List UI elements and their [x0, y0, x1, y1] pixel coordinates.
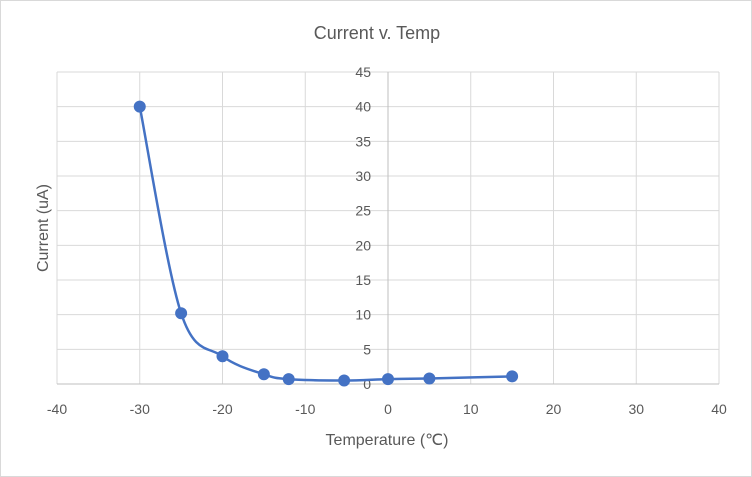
series-current — [133, 100, 519, 387]
y-tick-label: 0 — [363, 376, 371, 392]
data-point — [282, 373, 295, 386]
data-point — [175, 307, 188, 320]
y-axis-title: Current (uA) — [35, 184, 52, 272]
y-tick-label: 30 — [355, 168, 371, 184]
y-tick-label: 45 — [355, 64, 371, 80]
x-tick-label: -20 — [212, 401, 232, 417]
series-line — [138, 106, 513, 382]
x-tick-label: 10 — [463, 401, 479, 417]
x-tick-label: -40 — [47, 401, 67, 417]
data-point — [506, 370, 519, 383]
x-tick-label: -30 — [130, 401, 150, 417]
x-tick-label: 0 — [384, 401, 392, 417]
data-point — [216, 350, 229, 363]
x-tick-label: 20 — [546, 401, 562, 417]
data-point — [423, 372, 436, 385]
chart-title: Current v. Temp — [314, 23, 440, 43]
x-axis-title: Temperature (℃) — [326, 432, 449, 449]
data-point — [257, 368, 270, 381]
y-tick-label: 25 — [355, 203, 371, 219]
y-tick-label: 40 — [355, 99, 371, 115]
y-tick-label: 20 — [355, 237, 371, 253]
x-tick-label: -10 — [295, 401, 315, 417]
axes — [57, 72, 719, 385]
y-tick-label: 35 — [355, 133, 371, 149]
x-tick-label: 40 — [711, 401, 727, 417]
data-point — [338, 374, 351, 387]
y-tick-label: 15 — [355, 272, 371, 288]
data-point — [133, 100, 146, 113]
tick-labels: -40 -30 -20 -10 0 10 20 30 40 0 5 10 15 20 25 30 35 40 45 — [47, 64, 727, 417]
x-tick-label: 30 — [628, 401, 644, 417]
data-point — [382, 373, 394, 386]
y-tick-label: 5 — [363, 341, 371, 357]
y-tick-label: 10 — [355, 307, 371, 323]
